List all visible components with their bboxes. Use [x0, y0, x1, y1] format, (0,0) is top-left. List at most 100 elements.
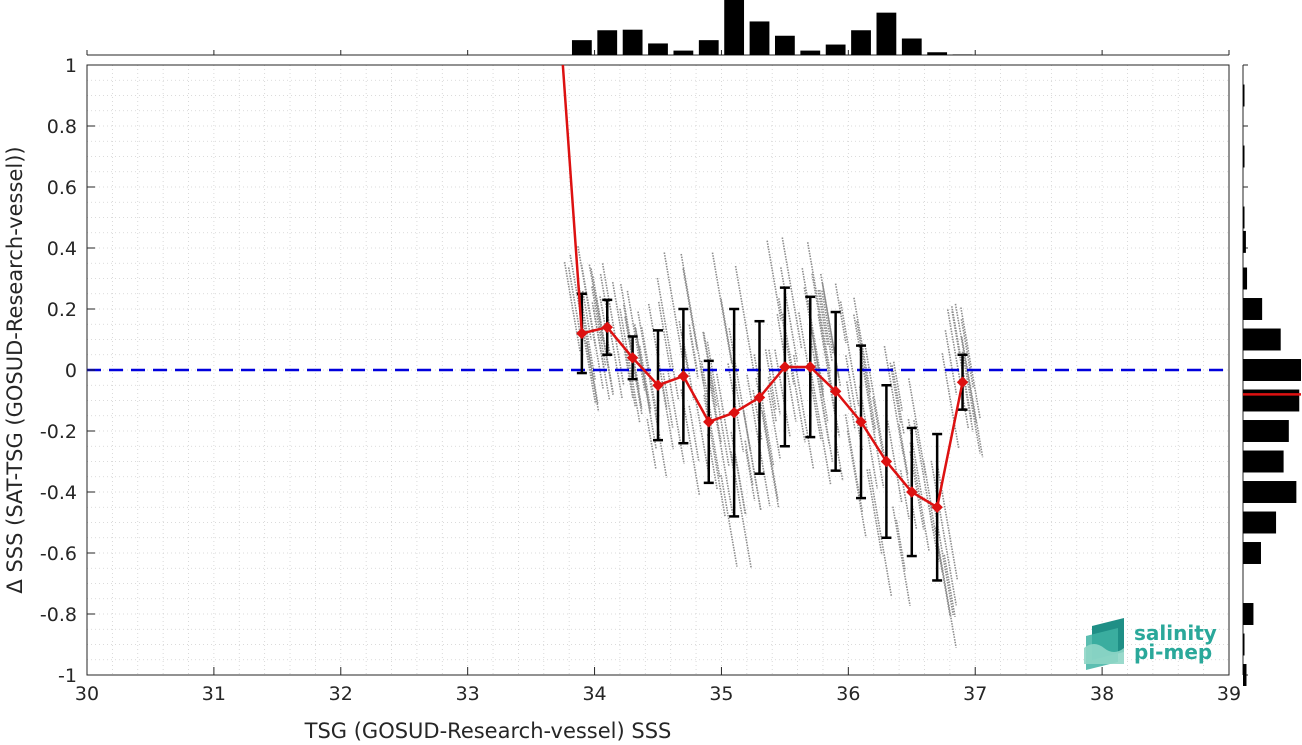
scatter-point: [720, 474, 738, 567]
scatter-point: [922, 460, 933, 510]
scatter-point: [766, 240, 782, 322]
scatter-point: [753, 354, 775, 467]
scatter-point: [746, 374, 771, 507]
x-tick-label: 34: [582, 683, 606, 705]
scatter-point: [810, 370, 832, 486]
right-histogram-bar: [1243, 267, 1248, 290]
right-histogram-bar: [1243, 145, 1245, 168]
y-tick-label: -0.6: [40, 543, 77, 565]
mean-marker: [855, 416, 867, 428]
scatter-point: [941, 353, 960, 449]
scatter-point: [936, 544, 951, 617]
scatter-point: [774, 349, 791, 438]
scatter-point: [688, 324, 699, 373]
scatter-point: [817, 290, 829, 346]
scatter-point: [708, 381, 734, 513]
scatter-point: [590, 268, 614, 395]
scatter-point: [716, 373, 736, 477]
mean-marker: [728, 406, 740, 419]
mean-marker: [753, 391, 766, 404]
scatter-point: [761, 411, 779, 501]
scatter-point: [811, 273, 833, 387]
scatter-point: [688, 405, 700, 462]
x-tick-label: 37: [963, 683, 987, 705]
salinity-pi-mep-logo: salinity pi-mep: [1084, 618, 1217, 670]
mean-marker: [626, 352, 639, 364]
scatter-point: [891, 365, 905, 434]
scatter-points: [563, 237, 984, 648]
mean-marker: [576, 327, 588, 340]
scatter-point: [744, 440, 754, 486]
scatter-point: [864, 347, 888, 473]
scatter-point: [781, 313, 806, 443]
top-histogram-bar: [952, 54, 973, 55]
scatter-point: [579, 313, 597, 405]
scatter-point: [806, 242, 832, 374]
scatter-point: [892, 506, 911, 606]
scatter-point: [640, 327, 658, 412]
scatter-point: [960, 319, 975, 389]
x-axis-label: TSG (GOSUD-Research-vessel) SSS: [304, 719, 672, 743]
x-tick-label: 31: [202, 683, 226, 705]
mean-marker: [931, 501, 943, 513]
scatter-point: [866, 469, 883, 555]
y-tick-label: 0.6: [47, 177, 77, 199]
right-histogram-bar: [1243, 389, 1300, 412]
right-histogram: [1242, 64, 1301, 686]
scatter-point: [626, 290, 646, 391]
x-tick-label: 36: [836, 683, 860, 705]
top-histogram-bar: [749, 21, 770, 55]
top-histogram-bar: [876, 12, 897, 55]
y-axis-label: Δ SSS (SAT-TSG (GOSUD-Research-vessel)): [3, 146, 27, 593]
scatter-point: [633, 324, 657, 449]
scatter-point: [907, 378, 927, 476]
scatter-point: [961, 351, 981, 454]
top-histogram-bar: [724, 0, 745, 55]
top-histogram-bar: [774, 35, 795, 55]
scatter-point: [667, 370, 685, 464]
right-histogram-bar: [1243, 359, 1301, 381]
scatter-point: [858, 386, 879, 489]
scatter-point: [780, 267, 798, 362]
right-histogram-bar: [1243, 84, 1245, 107]
top-histogram-bar: [673, 50, 694, 55]
top-histogram-bar: [800, 50, 821, 55]
mean-marker: [779, 361, 791, 373]
top-histogram-bar: [622, 29, 643, 55]
x-tick-label: 30: [75, 683, 99, 705]
y-tick-label: 0.8: [47, 116, 77, 138]
scatter-point: [855, 320, 877, 430]
right-histogram-bar: [1243, 511, 1277, 534]
x-tick-label: 32: [329, 683, 353, 705]
mean-marker: [677, 370, 690, 382]
right-histogram-bar: [1243, 328, 1281, 351]
scatter-point: [720, 298, 741, 410]
scatter-point: [700, 360, 713, 423]
x-tick-label: 39: [1217, 683, 1241, 705]
y-tick-label: 0.2: [47, 299, 77, 321]
scatter-point: [892, 361, 903, 411]
scatter-point: [818, 289, 833, 362]
right-histogram-bar: [1243, 298, 1263, 320]
mean-marker: [829, 385, 842, 398]
y-tick-label: 0.4: [47, 238, 77, 260]
top-histogram: [86, 0, 1230, 56]
y-tick-label: -0.8: [40, 604, 77, 626]
top-histogram-bar: [597, 30, 618, 55]
right-histogram-bar: [1243, 481, 1297, 503]
top-histogram-bar: [927, 52, 948, 55]
scatter-point: [767, 390, 781, 459]
scatter-point: [933, 504, 954, 616]
right-histogram-bar: [1243, 633, 1245, 656]
scatter-point: [734, 265, 755, 370]
scatter-point: [845, 381, 856, 430]
logo-waves-icon: [1084, 618, 1124, 670]
scatter-point: [870, 415, 885, 488]
scatter-point: [834, 283, 847, 344]
top-histogram-bar: [648, 43, 668, 55]
scatter-point: [728, 328, 752, 452]
scatter-point: [682, 268, 698, 350]
scatter-point: [944, 330, 958, 395]
right-histogram-bar: [1243, 420, 1289, 442]
top-histogram-bar: [571, 40, 592, 55]
